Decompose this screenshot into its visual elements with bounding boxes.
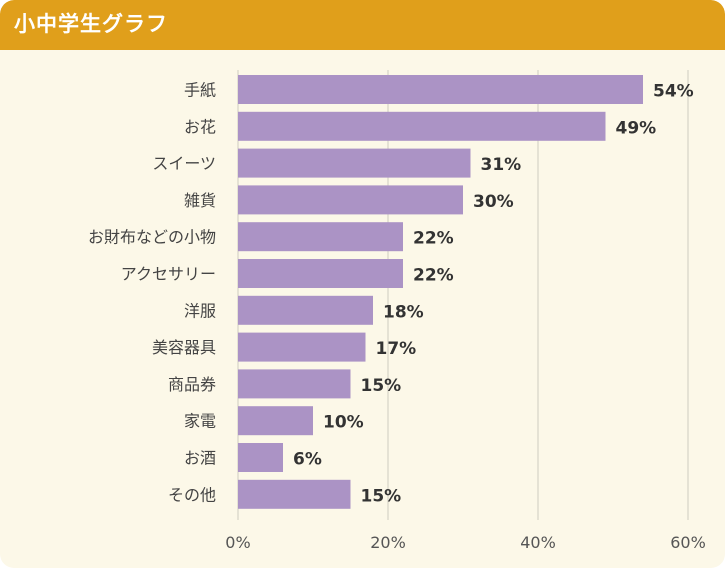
category-label-1: お花 xyxy=(184,117,216,136)
bar-4 xyxy=(238,222,403,252)
bar-0 xyxy=(238,75,643,104)
value-label-8: 15% xyxy=(361,376,402,396)
value-label-0: 54% xyxy=(653,82,694,102)
category-label-10: お酒 xyxy=(184,449,216,468)
category-label-11: その他 xyxy=(168,485,216,504)
category-label-5: アクセサリー xyxy=(121,265,216,284)
value-label-4: 22% xyxy=(413,229,454,249)
bar-8 xyxy=(238,369,351,399)
x-tick-label-0: 0% xyxy=(225,533,250,552)
x-tick-label-40: 40% xyxy=(520,533,556,552)
chart-header: 小中学生グラフ xyxy=(0,0,725,50)
bar-7 xyxy=(238,332,366,362)
bar-3 xyxy=(238,185,463,215)
value-label-7: 17% xyxy=(376,339,417,359)
bar-9 xyxy=(238,406,313,436)
value-label-3: 30% xyxy=(473,192,514,212)
value-label-5: 22% xyxy=(413,266,454,286)
bar-10 xyxy=(238,443,283,472)
x-tick-label-20: 20% xyxy=(370,533,406,552)
bar-6 xyxy=(238,295,373,325)
category-label-3: 雑貨 xyxy=(184,191,216,210)
category-label-2: スイーツ xyxy=(152,154,216,173)
x-tick-label-60: 60% xyxy=(670,533,706,552)
value-label-6: 18% xyxy=(383,302,424,322)
bar-11 xyxy=(238,479,351,509)
category-label-0: 手紙 xyxy=(184,81,216,100)
bar-1 xyxy=(238,111,606,141)
value-label-9: 10% xyxy=(323,413,364,433)
value-label-2: 31% xyxy=(481,155,522,175)
value-label-10: 6% xyxy=(293,450,322,470)
category-label-4: お財布などの小物 xyxy=(88,228,216,247)
category-label-6: 洋服 xyxy=(184,301,216,320)
category-label-9: 家電 xyxy=(184,412,216,431)
category-label-8: 商品券 xyxy=(168,375,216,394)
chart-title: 小中学生グラフ xyxy=(14,12,168,36)
bar-2 xyxy=(238,148,471,178)
bar-5 xyxy=(238,259,403,288)
value-label-11: 15% xyxy=(361,486,402,506)
value-label-1: 49% xyxy=(616,118,657,138)
category-label-7: 美容器具 xyxy=(152,338,216,357)
